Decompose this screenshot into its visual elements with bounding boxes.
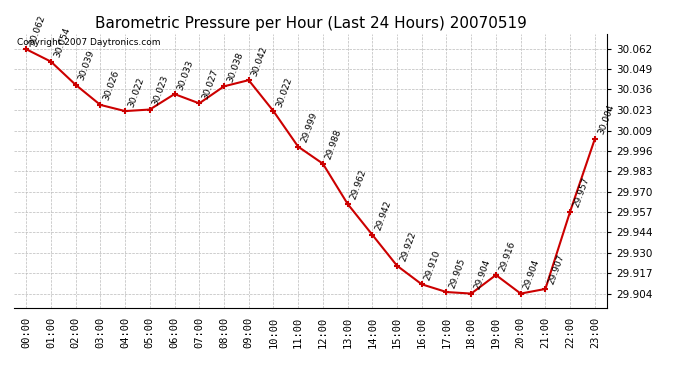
Text: 30.026: 30.026 xyxy=(101,69,121,102)
Title: Barometric Pressure per Hour (Last 24 Hours) 20070519: Barometric Pressure per Hour (Last 24 Ho… xyxy=(95,16,526,31)
Text: 30.022: 30.022 xyxy=(275,76,294,108)
Text: 29.957: 29.957 xyxy=(571,176,591,209)
Text: 29.942: 29.942 xyxy=(374,200,393,232)
Text: 30.054: 30.054 xyxy=(52,26,72,59)
Text: 30.039: 30.039 xyxy=(77,49,97,82)
Text: 29.988: 29.988 xyxy=(324,128,344,161)
Text: 30.027: 30.027 xyxy=(201,68,220,100)
Text: 29.905: 29.905 xyxy=(448,256,467,289)
Text: 29.904: 29.904 xyxy=(522,258,541,291)
Text: 30.023: 30.023 xyxy=(151,74,170,107)
Text: 30.022: 30.022 xyxy=(126,76,146,108)
Text: 29.922: 29.922 xyxy=(398,231,417,263)
Text: 29.907: 29.907 xyxy=(546,254,566,286)
Text: 30.033: 30.033 xyxy=(176,58,195,91)
Text: 30.004: 30.004 xyxy=(596,104,615,136)
Text: 30.038: 30.038 xyxy=(226,51,245,84)
Text: 29.962: 29.962 xyxy=(349,168,368,201)
Text: 29.916: 29.916 xyxy=(497,240,517,272)
Text: Copyright 2007 Daytronics.com: Copyright 2007 Daytronics.com xyxy=(17,38,160,47)
Text: 30.042: 30.042 xyxy=(250,45,269,77)
Text: 29.910: 29.910 xyxy=(423,249,442,282)
Text: 29.999: 29.999 xyxy=(299,111,319,144)
Text: 29.904: 29.904 xyxy=(473,258,492,291)
Text: 30.062: 30.062 xyxy=(28,14,47,46)
